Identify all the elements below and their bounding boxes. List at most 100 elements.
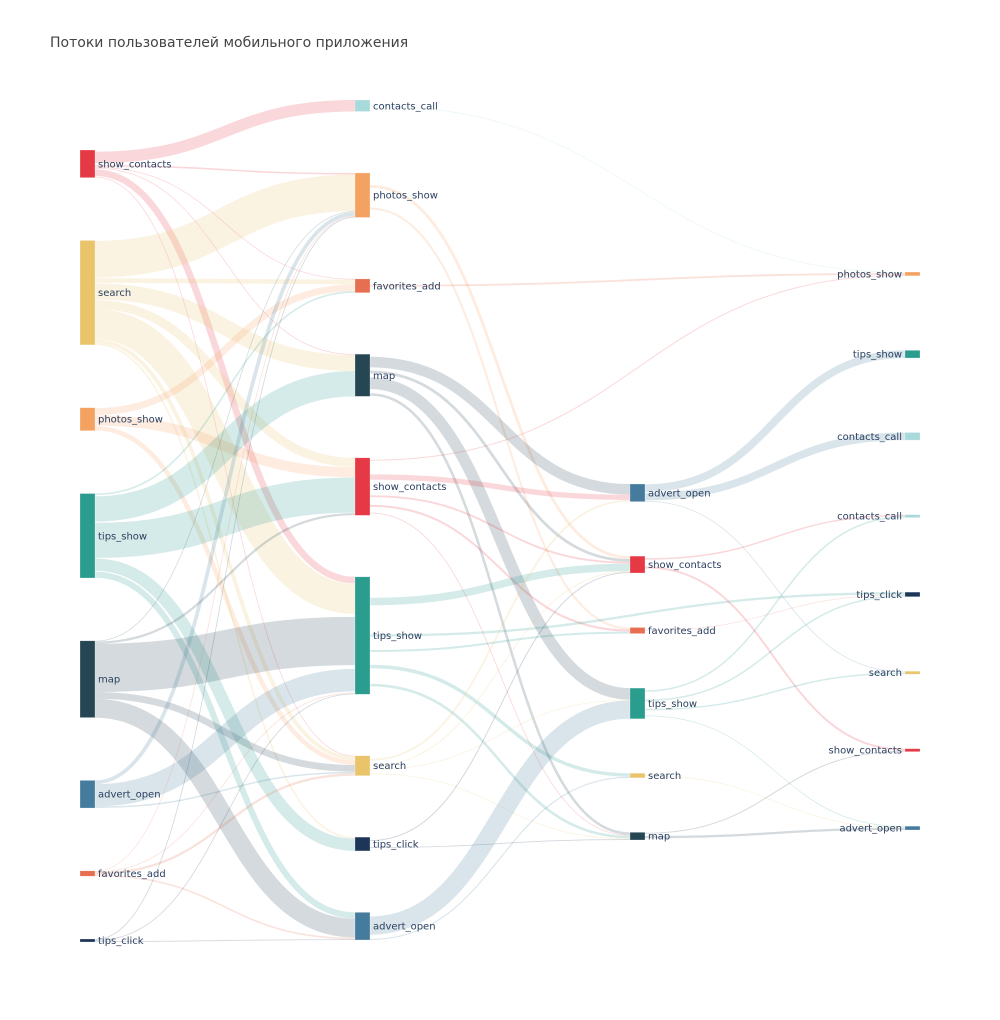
flow-link-b_map-to-c_show_contacts[interactable] [369, 370, 631, 562]
node-c_show_contacts[interactable] [629, 555, 646, 574]
flow-link-a_favorites_add-to-b_advert_open[interactable] [94, 874, 356, 940]
flow-link-a_map-to-b_tips_show[interactable] [94, 616, 356, 692]
flow-link-c_favorites_add-to-d_tips_click[interactable] [644, 594, 906, 631]
flow-link-a_show_contacts-to-b_map[interactable] [94, 167, 356, 355]
flow-link-c_search-to-d_advert_open[interactable] [644, 775, 906, 828]
node-b_map[interactable] [354, 353, 371, 397]
flow-link-b_show_contacts-to-c_map[interactable] [369, 512, 631, 836]
node-b_advert_open[interactable] [354, 912, 371, 941]
node-d_advert_open[interactable] [904, 825, 921, 831]
flow-link-a_advert_open-to-b_search[interactable] [94, 771, 356, 809]
flow-link-b_search-to-c_show_contacts[interactable] [369, 571, 631, 767]
flow-link-a_search-to-b_tips_click[interactable] [94, 343, 356, 839]
node-d_contacts_call_1[interactable] [904, 432, 921, 441]
flow-link-a_map-to-b_show_contacts[interactable] [94, 512, 356, 644]
flow-link-b_advert_open-to-c_tips_show[interactable] [369, 700, 631, 935]
node-a_advert_open[interactable] [79, 780, 96, 809]
flow-link-a_photos_show-to-b_show_contacts[interactable] [94, 415, 356, 478]
flow-link-a_photos_show-to-b_favorites_add[interactable] [94, 284, 356, 415]
flow-link-c_show_contacts-to-d_show_contacts[interactable] [644, 566, 906, 751]
node-a_map[interactable] [79, 640, 96, 718]
flow-link-b_photos_show-to-c_show_contacts[interactable] [369, 184, 631, 559]
node-c_advert_open[interactable] [629, 483, 646, 502]
node-a_show_contacts[interactable] [79, 149, 96, 178]
flow-link-c_map-to-d_advert_open[interactable] [644, 827, 906, 839]
flow-link-b_tips_click-to-c_show_contacts[interactable] [369, 572, 631, 842]
flow-link-b_tips_show-to-c_search[interactable] [369, 664, 631, 777]
flow-link-a_map-to-b_photos_show[interactable] [94, 211, 356, 642]
flow-link-b_show_contacts-to-c_show_contacts[interactable] [369, 495, 631, 564]
flow-link-c_tips_show-to-d_tips_click[interactable] [644, 595, 906, 702]
flow-link-a_tips_show-to-b_map[interactable] [94, 371, 356, 522]
flow-link-a_search-to-b_tips_show[interactable] [94, 308, 356, 614]
node-a_tips_click[interactable] [79, 938, 96, 943]
node-b_show_contacts[interactable] [354, 457, 371, 516]
flow-link-a_show_contacts-to-b_contacts_call[interactable] [94, 100, 356, 164]
flow-link-b_photos_show-to-c_favorites_add[interactable] [369, 207, 631, 630]
flow-link-b_search-to-c_advert_open[interactable] [369, 499, 631, 761]
flow-link-b_favorites_add-to-d_photos_show[interactable] [369, 272, 906, 287]
node-c_map[interactable] [629, 832, 646, 841]
flow-link-a_tips_click-to-b_tips_show[interactable] [94, 693, 356, 941]
flow-link-a_tips_show-to-b_tips_click[interactable] [94, 558, 356, 851]
flow-link-a_map-to-b_search[interactable] [94, 691, 356, 772]
flow-link-b_tips_show-to-c_map[interactable] [369, 683, 631, 839]
flow-link-a_tips_show-to-b_favorites_add[interactable] [94, 291, 356, 496]
node-c_tips_show[interactable] [629, 687, 646, 720]
flow-link-c_tips_show-to-d_search[interactable] [644, 672, 906, 711]
flow-link-c_advert_open-to-d_search[interactable] [644, 500, 906, 673]
flow-link-c_advert_open-to-d_contacts_call_1[interactable] [644, 432, 906, 501]
flow-link-b_map-to-c_advert_open[interactable] [369, 356, 631, 495]
flow-link-a_advert_open-to-b_photos_show[interactable] [94, 212, 356, 785]
flow-link-a_show_contacts-to-b_favorites_add[interactable] [94, 166, 356, 280]
node-c_favorites_add[interactable] [629, 627, 646, 634]
flow-link-a_photos_show-to-b_search[interactable] [94, 425, 356, 765]
flow-link-b_show_contacts-to-c_favorites_add[interactable] [369, 504, 631, 632]
flow-link-a_search-to-b_map[interactable] [94, 283, 356, 372]
flow-link-a_tips_show-to-b_show_contacts[interactable] [94, 477, 356, 558]
flow-link-b_advert_open-to-c_search[interactable] [369, 776, 631, 940]
flow-link-b_show_contacts-to-c_advert_open[interactable] [369, 474, 631, 500]
flow-link-a_tips_click-to-b_advert_open[interactable] [94, 939, 356, 942]
flow-link-c_tips_show-to-d_contacts_call_2[interactable] [644, 516, 906, 692]
flow-link-a_favorites_add-to-b_tips_show[interactable] [94, 692, 356, 873]
node-a_photos_show[interactable] [79, 407, 96, 431]
node-b_tips_show[interactable] [354, 576, 371, 695]
flow-link-a_advert_open-to-b_tips_show[interactable] [94, 668, 356, 807]
flow-link-a_search-to-b_show_contacts[interactable] [94, 300, 356, 467]
flow-link-b_tips_show-to-c_favorites_add[interactable] [369, 631, 631, 653]
flow-link-b_map-to-c_map[interactable] [369, 393, 631, 835]
node-c_search[interactable] [629, 773, 646, 779]
flow-link-a_search-to-b_search[interactable] [94, 339, 356, 761]
node-b_favorites_add[interactable] [354, 278, 371, 293]
flow-link-c_map-to-d_show_contacts[interactable] [644, 750, 906, 834]
flow-link-a_show_contacts-to-b_photos_show[interactable] [94, 165, 356, 175]
flow-link-b_map-to-c_tips_show[interactable] [369, 377, 631, 700]
node-d_tips_click[interactable] [904, 591, 921, 597]
flow-link-b_contacts_call-to-d_photos_show[interactable] [369, 105, 906, 273]
flow-link-c_advert_open-to-d_tips_show[interactable] [644, 350, 906, 493]
flow-link-b_search-to-c_map[interactable] [369, 773, 631, 840]
node-a_tips_show[interactable] [79, 493, 96, 579]
flow-link-a_tips_show-to-b_advert_open[interactable] [94, 571, 356, 919]
flow-link-c_tips_show-to-d_advert_open[interactable] [644, 715, 906, 827]
flow-link-a_show_contacts-to-b_tips_show[interactable] [94, 169, 356, 584]
flow-link-a_search-to-b_photos_show[interactable] [94, 174, 356, 278]
flow-link-b_tips_show-to-c_show_contacts[interactable] [369, 563, 631, 606]
node-d_contacts_call_2[interactable] [904, 514, 921, 518]
flow-link-b_tips_click-to-c_map[interactable] [369, 839, 631, 848]
flow-link-b_tips_show-to-d_tips_click[interactable] [369, 592, 906, 637]
node-b_search[interactable] [354, 755, 371, 776]
node-b_tips_click[interactable] [354, 836, 371, 852]
node-d_show_contacts[interactable] [904, 748, 921, 752]
flow-link-c_show_contacts-to-d_contacts_call_2[interactable] [644, 514, 906, 560]
flow-link-b_show_contacts-to-d_photos_show[interactable] [369, 274, 906, 461]
flow-link-a_favorites_add-to-b_search[interactable] [94, 773, 356, 875]
node-d_photos_show[interactable] [904, 271, 921, 277]
node-a_search[interactable] [79, 240, 96, 346]
node-a_favorites_add[interactable] [79, 870, 96, 877]
flow-link-a_tips_click-to-b_photos_show[interactable] [94, 216, 356, 940]
flow-link-a_favorites_add-to-b_photos_show[interactable] [94, 215, 356, 872]
node-d_tips_show[interactable] [904, 350, 921, 359]
flow-link-b_search-to-c_tips_show[interactable] [369, 699, 631, 771]
